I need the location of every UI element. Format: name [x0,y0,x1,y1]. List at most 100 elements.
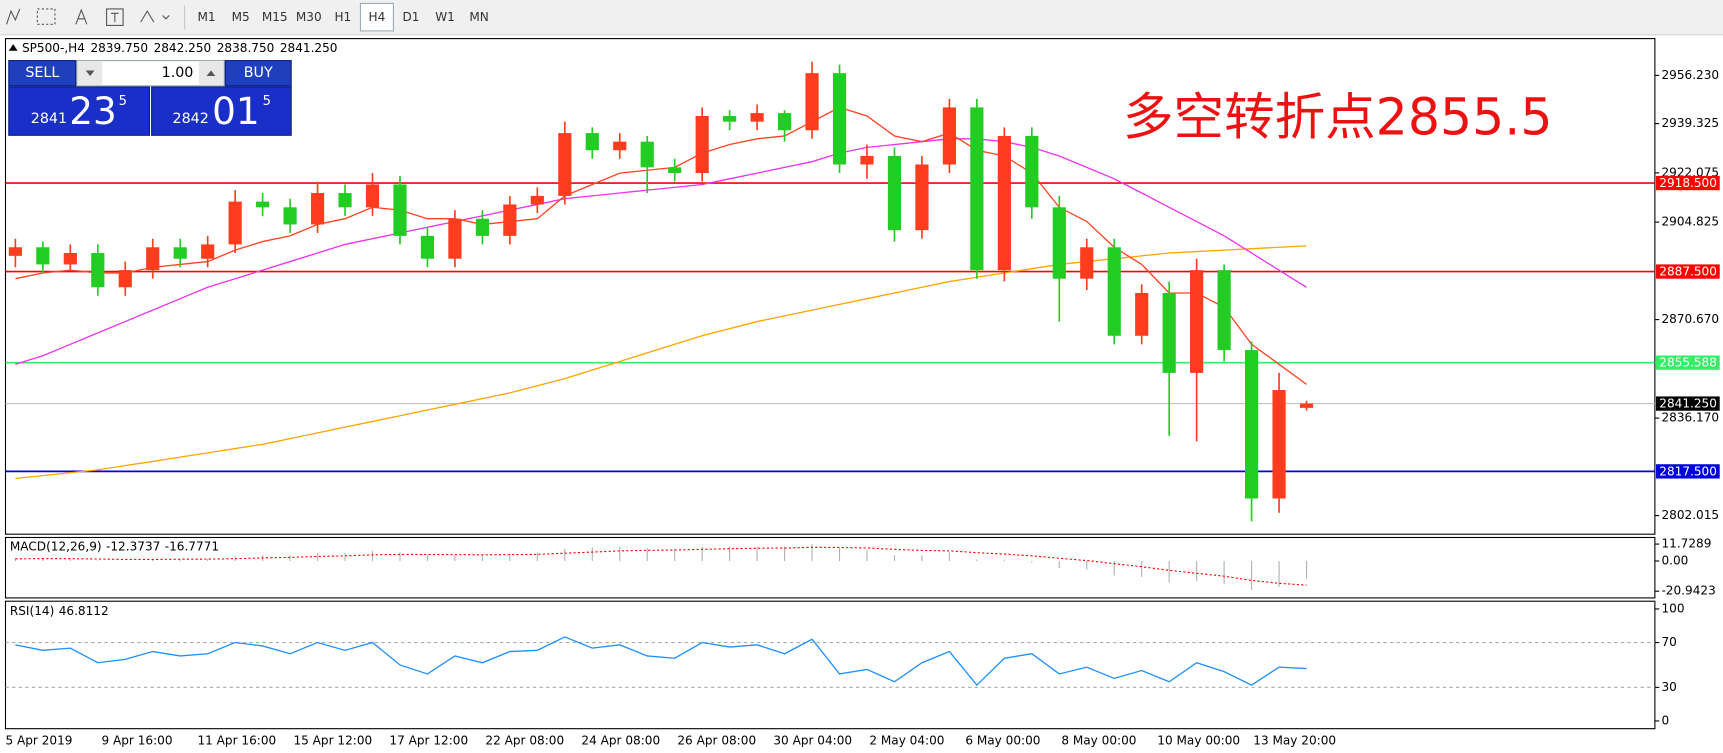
indicator-header: MACD(12,26,9) -12.3737 -16.7771 [10,539,219,553]
x-tick-label: 24 Apr 08:00 [581,733,660,747]
x-tick-label: 11 Apr 16:00 [197,733,276,747]
candle-body [750,113,764,122]
candle-body [970,107,984,271]
ask-small: 5 [263,94,271,109]
period-button[interactable]: M15 [262,10,288,24]
period-button[interactable]: H1 [334,10,351,24]
candle-body [118,270,132,288]
period-button[interactable]: M5 [232,10,250,24]
signal-value: -16.7771 [165,539,219,553]
candle-body [36,247,50,265]
rsi-panel [4,600,1656,730]
rsi-chart: 100 70 30 0 RSI(14) 46.8112 [5,601,1685,727]
candle-body [1190,270,1204,373]
candle-body [1299,403,1314,408]
ask-tile[interactable] [151,86,292,136]
candle-body [1244,350,1259,499]
period-button[interactable]: H4 [369,10,386,24]
candle-body [1217,270,1231,351]
y-tick-label: 11.7289 [1661,537,1711,551]
one-click-trading: SELL 1.00 BUY 2841 23 5 2842 01 5 [8,60,292,136]
y-tick-label: 2802.015 [1661,508,1719,522]
y-tick-label: -20.9423 [1661,584,1715,598]
candle-body [915,164,929,231]
candle-body [503,204,517,236]
y-tick-label: 0 [1661,713,1669,727]
period-button[interactable]: M1 [198,10,216,24]
level-label-box [1655,396,1720,411]
candle-body [613,141,627,151]
candle-body [832,73,847,165]
icon-indicators[interactable] [6,8,21,25]
y-tick-label: 30 [1661,680,1676,694]
candle-body [256,201,270,208]
candle-body [1107,247,1121,336]
level-label: 2918.500 [1659,176,1717,190]
indicator-name: MACD(12,26,9) [10,539,102,553]
period-button[interactable]: M30 [296,10,322,24]
x-tick-label: 9 Apr 16:00 [101,733,172,747]
x-tick-label: 30 Apr 04:00 [773,733,852,747]
ask-main: 01 [212,89,260,133]
candle-body [640,141,654,168]
candle-body [558,133,572,196]
x-tick-label: 2 May 04:00 [869,733,944,747]
icon-label[interactable] [106,8,124,26]
sell-button[interactable] [8,60,77,87]
toolbar-icons [6,5,186,30]
icon-objects[interactable] [140,10,170,23]
macd-panel [4,536,1656,599]
candle-body [310,193,325,225]
y-tick-label: 2939.325 [1661,116,1719,130]
candle-body [448,218,462,259]
low-price: 2838.750 [217,40,275,54]
candle-body [1162,292,1176,373]
high-price: 2842.250 [154,40,212,54]
y-tick-label: 2836.170 [1661,411,1719,425]
icon-text[interactable] [75,8,88,25]
candle-body [201,244,215,259]
candle-body [887,155,902,231]
period-button[interactable]: D1 [402,10,419,24]
bid-main: 23 [69,89,117,133]
candle-body [997,135,1011,271]
y-tick-label: 2922.075 [1661,165,1719,179]
x-tick-label: 15 Apr 12:00 [293,733,372,747]
candle-body [1052,207,1066,279]
period-button[interactable]: W1 [435,10,455,24]
buy-button[interactable] [224,60,292,87]
rsi-value: 46.8112 [59,604,109,618]
period-button[interactable]: MN [469,10,488,24]
candle-body [8,247,22,256]
bid-big: 2841 [31,111,67,127]
y-tick-label: 2904.825 [1661,215,1719,229]
lot-value: 1.00 [162,65,194,81]
x-tick-label: 13 May 20:00 [1253,733,1336,747]
macd-value: -12.3737 [106,539,160,553]
collapse-arrow[interactable] [8,44,18,51]
candle-body [585,133,599,151]
icon-grid[interactable] [36,8,56,25]
candle-body [283,207,297,225]
lot-increase-arrow [206,70,216,76]
candle-body [805,73,819,131]
y-tick-label: 70 [1661,635,1676,649]
candle-body [1025,135,1039,208]
y-tick-label: 2956.230 [1661,68,1719,82]
moving-average [15,106,1307,385]
symbol-header: SP500-,H4 2839.750 2842.250 2838.750 2841.25… [22,40,338,54]
y-tick-label: 2870.670 [1661,312,1719,326]
level-label: 2841.250 [1659,397,1717,411]
bid-tile[interactable] [8,86,150,136]
candle-body [1135,292,1149,336]
symbol: SP500-,H4 [22,40,85,54]
candle-body [420,235,435,259]
candle-body [1080,247,1094,279]
level-label: 2855.588 [1659,356,1717,370]
main-chart: 2956.230 2939.325 2922.075 2904.825 2870.670… [5,61,1720,747]
y-tick-label: 0.00 [1661,553,1688,567]
candle-body [146,247,160,271]
x-tick-label: 8 May 00:00 [1061,733,1136,747]
candle-body [860,155,874,165]
